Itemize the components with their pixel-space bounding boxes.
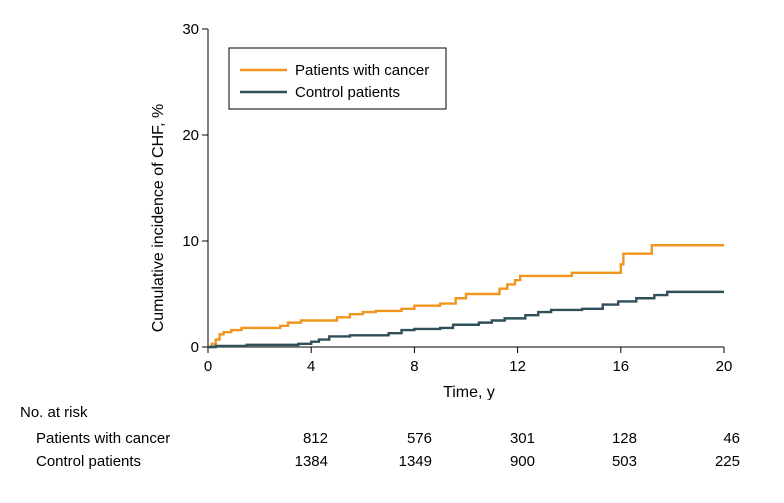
x-tick-label: 4	[307, 358, 315, 375]
risk-cancer-t20: 46	[723, 430, 740, 447]
chart-plot-area: 0 10 20 30 0 4 8 12 16 20 Time, y Cumulative incide…	[150, 21, 733, 400]
risk-control-t4: 1384	[294, 453, 328, 470]
x-tick-label: 16	[612, 358, 629, 375]
legend-label: Control patients	[295, 84, 400, 101]
risk-cancer-t12: 301	[509, 430, 535, 447]
y-tick-label: 30	[182, 21, 199, 38]
risk-row-label-cancer: Patients with cancer	[36, 430, 171, 447]
x-tick-label: 20	[716, 358, 733, 375]
risk-cancer-t4: 812	[302, 430, 328, 447]
series-line-cancer	[208, 244, 724, 349]
risk-row-label-control: Control patients	[36, 453, 142, 470]
risk-control-t16: 503	[611, 453, 637, 470]
x-tick-label: 8	[410, 358, 418, 375]
x-tick-label: 0	[204, 358, 212, 375]
risk-cancer-t16: 128	[611, 430, 637, 447]
y-tick-label: 10	[182, 233, 199, 250]
risk-control-t20: 225	[714, 453, 740, 470]
y-tick-label: 20	[182, 127, 199, 144]
series-line-control	[208, 290, 724, 349]
risk-table-title: No. at risk	[20, 404, 88, 421]
legend-box	[228, 47, 447, 110]
risk-control-t12: 900	[509, 453, 535, 470]
risk-cancer-t8: 576	[406, 430, 432, 447]
x-tick-label: 12	[509, 358, 526, 375]
risk-control-t8: 1349	[398, 453, 432, 470]
x-axis-title: Time, y	[443, 384, 495, 400]
y-tick-label: 0	[191, 339, 199, 356]
y-axis-title: Cumulative incidence of CHF, %	[150, 104, 167, 333]
legend-label: Patients with cancer	[295, 62, 429, 79]
